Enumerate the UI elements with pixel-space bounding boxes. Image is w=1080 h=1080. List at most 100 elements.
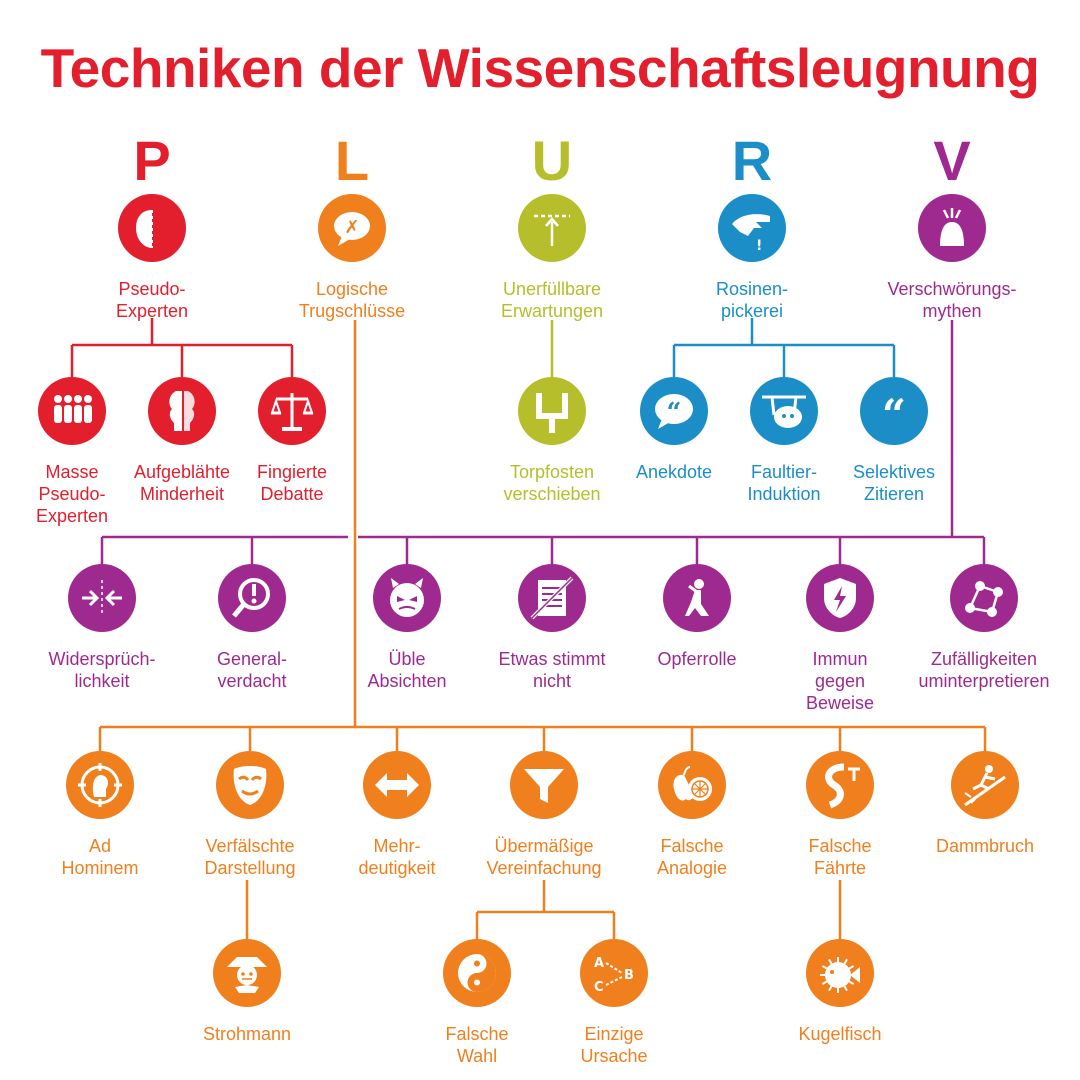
node-label: Masse Pseudo- Experten — [35, 462, 109, 526]
pufferfish-icon — [806, 939, 874, 1007]
shield-lightning-icon — [806, 564, 874, 632]
node-label: Ad Hominem — [61, 836, 139, 878]
magnifier-exclamation-icon — [218, 564, 286, 632]
node-widerspruechlichkeit: Widersprüch- lichkeit — [27, 564, 177, 692]
node-label: Anekdote — [635, 462, 713, 482]
node-etwas-stimmt-nicht: Etwas stimmt nicht — [477, 564, 627, 692]
node-aufgeblaehte-minderheit: Aufgeblähte Minderheit — [107, 377, 257, 505]
kneeling-figure-icon — [663, 564, 731, 632]
node-label: Kugelfisch — [798, 1024, 882, 1044]
node-kugelfisch: Kugelfisch — [765, 939, 915, 1045]
mask-icon — [216, 751, 284, 819]
node-fingierte-debatte: Fingierte Debatte — [217, 377, 367, 505]
node-label: Rosinen- pickerei — [715, 279, 789, 321]
node-verfaelschte-darstellung: Verfälschte Darstellung — [175, 751, 325, 879]
node-label: Faultier- Induktion — [747, 462, 821, 504]
path-fork-icon — [806, 751, 874, 819]
node-label: Verschwörungs- mythen — [887, 279, 1017, 321]
node-faultier-induktion: Faultier- Induktion — [709, 377, 859, 505]
svg-text:!: ! — [756, 238, 762, 254]
node-rosinenpickerei: ! Rosinen- pickerei — [677, 194, 827, 322]
funnel-icon — [510, 751, 578, 819]
apple-orange-icon — [658, 751, 726, 819]
face-profile-icon — [118, 194, 186, 262]
node-label: Opferrolle — [657, 649, 737, 669]
node-label: Dammbruch — [935, 836, 1035, 856]
category-letter-v: V — [933, 129, 971, 192]
node-generalverdacht: General- verdacht — [177, 564, 327, 692]
node-label: Mehr- deutigkeit — [358, 836, 436, 878]
picking-hand-icon: ! — [718, 194, 786, 262]
node-selektives-zitieren: “ Selektives Zitieren — [819, 377, 969, 505]
speech-bubble-x-icon: ✗ — [318, 194, 386, 262]
double-arrow-icon — [363, 751, 431, 819]
node-unerfuellbare-erwartungen: Unerfüllbare Erwartungen — [477, 194, 627, 322]
node-label: Unerfüllbare Erwartungen — [500, 279, 604, 321]
node-uebermaessige-vereinfachung: Übermäßige Vereinfachung — [469, 751, 619, 879]
svg-text:A: A — [594, 956, 604, 971]
node-label: Üble Absichten — [367, 649, 447, 691]
node-label: Aufgeblähte Minderheit — [133, 462, 231, 504]
devil-face-icon — [373, 564, 441, 632]
node-ueble-absichten: Üble Absichten — [332, 564, 482, 692]
node-strohmann: Strohmann — [172, 939, 322, 1045]
svg-text:✗: ✗ — [344, 217, 359, 238]
node-anekdote: “ Anekdote — [599, 377, 749, 483]
yin-yang-icon — [443, 939, 511, 1007]
node-falsche-analogie: Falsche Analogie — [617, 751, 767, 879]
node-opferrolle: Opferrolle — [622, 564, 772, 670]
node-label: Widersprüch- lichkeit — [48, 649, 156, 691]
node-label: Falsche Analogie — [656, 836, 728, 878]
category-letter-r: R — [731, 129, 773, 192]
sloth-icon — [750, 377, 818, 445]
category-letter-p: P — [133, 129, 171, 192]
arrow-to-line-icon — [518, 194, 586, 262]
scarecrow-icon — [213, 939, 281, 1007]
svg-text:C: C — [594, 980, 604, 995]
category-letter-u: U — [531, 129, 573, 192]
node-label: Zufälligkeiten uminterpretieren — [918, 649, 1050, 691]
node-falsche-faehrte: Falsche Fährte — [765, 751, 915, 879]
quote-bubble-icon: “ — [640, 377, 708, 445]
node-label: Falsche Fährte — [808, 836, 872, 878]
node-label: Logische Trugschlüsse — [298, 279, 406, 321]
scales-icon — [258, 377, 326, 445]
node-dammbruch: Dammbruch — [910, 751, 1060, 857]
node-label: Torpfosten verschieben — [503, 462, 601, 504]
node-label: Pseudo- Experten — [115, 279, 189, 321]
opposing-arrows-icon — [68, 564, 136, 632]
node-label: Verfälschte Darstellung — [204, 836, 296, 878]
node-zufaelligkeiten-uminterpretieren: Zufälligkeiten uminterpretieren — [909, 564, 1059, 692]
node-label: Einzige Ursache — [580, 1024, 648, 1066]
target-head-icon — [66, 751, 134, 819]
node-logische-trugschluesse: ✗ Logische Trugschlüsse — [277, 194, 427, 322]
node-falsche-wahl: Falsche Wahl — [402, 939, 552, 1067]
svg-text:B: B — [624, 968, 634, 983]
crowd-icon — [38, 377, 106, 445]
node-label: Etwas stimmt nicht — [498, 649, 606, 691]
category-letter-l: L — [334, 129, 370, 192]
node-label: General- verdacht — [216, 649, 288, 691]
node-label: Falsche Wahl — [445, 1024, 509, 1066]
node-label: Fingierte Debatte — [256, 462, 328, 504]
node-mehrdeutigkeit: Mehr- deutigkeit — [322, 751, 472, 879]
connected-dots-icon — [950, 564, 1018, 632]
lightning-head-icon — [918, 194, 986, 262]
quotes-icon: “ — [860, 377, 928, 445]
page-title: Techniken der Wissenschaftsleugnung — [40, 37, 1040, 99]
node-label: Strohmann — [202, 1024, 292, 1044]
node-pseudo-experten: Pseudo- Experten — [77, 194, 227, 322]
faces-vase-icon — [148, 377, 216, 445]
node-torpfosten-verschieben: Torpfosten verschieben — [477, 377, 627, 505]
node-immun-gegen-beweise: Immun gegen Beweise — [765, 564, 915, 714]
node-label: Übermäßige Vereinfachung — [486, 836, 602, 878]
node-verschwoerungsmythen: Verschwörungs- mythen — [877, 194, 1027, 322]
node-ad-hominem: Ad Hominem — [25, 751, 175, 879]
svg-text:“: “ — [882, 390, 906, 437]
node-label: Selektives Zitieren — [852, 462, 936, 504]
node-label: Immun gegen Beweise — [805, 649, 875, 713]
node-masse-pseudo-experten: Masse Pseudo- Experten — [0, 377, 147, 527]
crossed-document-icon — [518, 564, 586, 632]
